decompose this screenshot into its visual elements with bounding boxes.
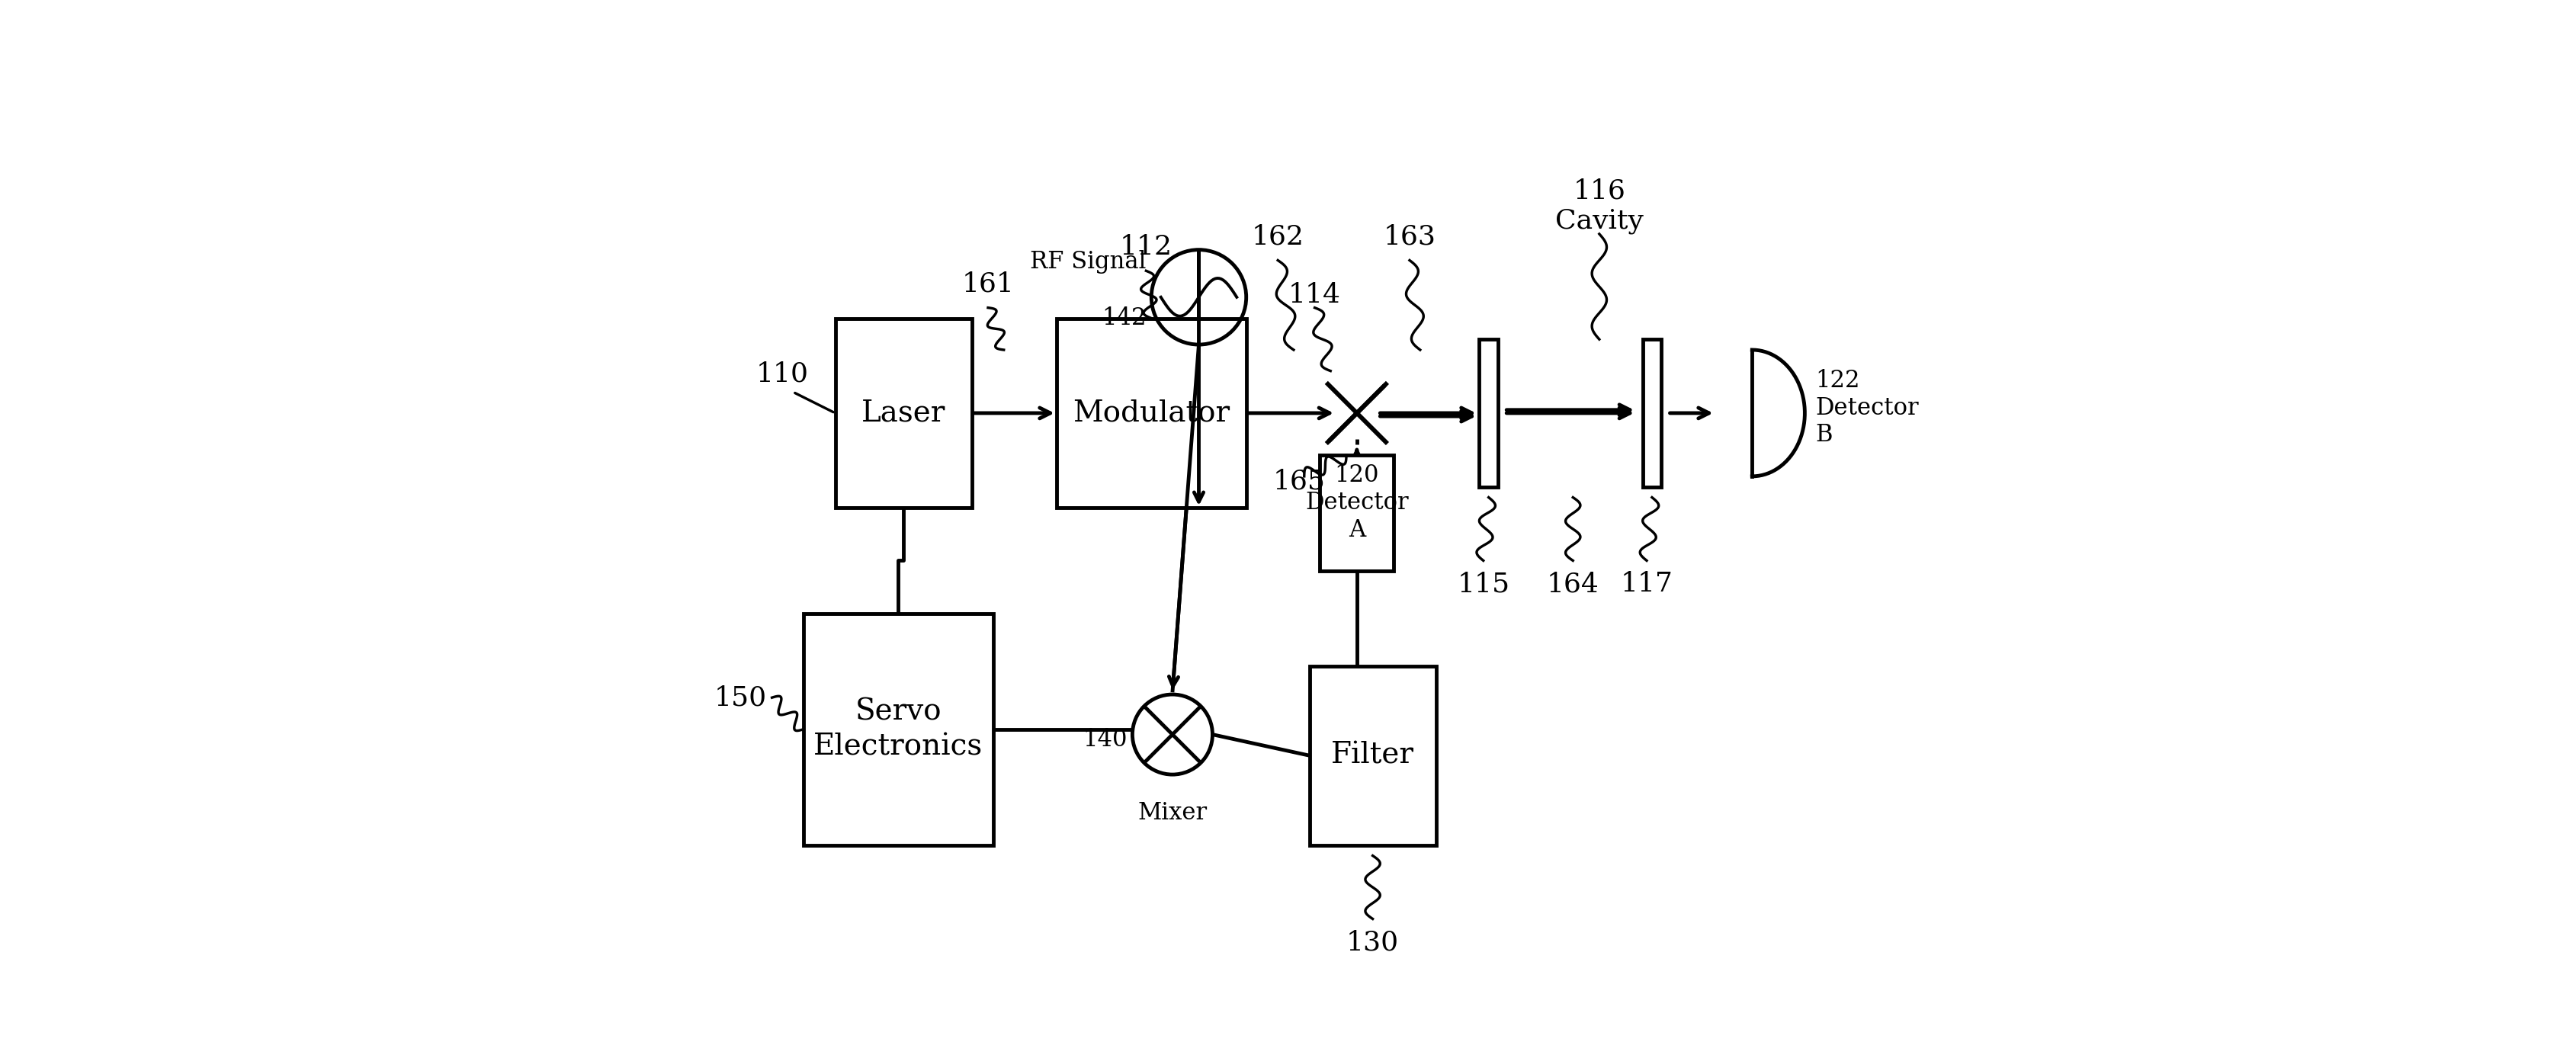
Text: 112: 112	[1121, 235, 1172, 260]
Text: Servo
Electronics: Servo Electronics	[814, 697, 984, 761]
Text: RF Signal: RF Signal	[1030, 250, 1146, 273]
Text: Laser: Laser	[860, 399, 945, 427]
Text: 110: 110	[755, 361, 809, 387]
FancyBboxPatch shape	[835, 318, 971, 508]
Text: 163: 163	[1383, 224, 1435, 250]
Text: 122
Detector
B: 122 Detector B	[1816, 369, 1919, 446]
FancyBboxPatch shape	[804, 614, 992, 845]
FancyBboxPatch shape	[1309, 665, 1435, 845]
Text: 114: 114	[1288, 281, 1340, 308]
Text: 142: 142	[1100, 307, 1146, 330]
FancyBboxPatch shape	[1056, 318, 1247, 508]
Text: Modulator: Modulator	[1072, 399, 1229, 427]
FancyBboxPatch shape	[1319, 455, 1394, 571]
Text: 120
Detector
A: 120 Detector A	[1306, 463, 1409, 542]
Text: 164: 164	[1546, 571, 1600, 597]
Text: 115: 115	[1455, 571, 1510, 597]
Text: 116
Cavity: 116 Cavity	[1556, 178, 1643, 234]
Text: 150: 150	[714, 685, 768, 711]
Text: Mixer: Mixer	[1139, 801, 1206, 824]
Text: 165: 165	[1273, 469, 1324, 494]
Text: 117: 117	[1620, 571, 1672, 597]
Text: 130: 130	[1345, 929, 1399, 955]
FancyBboxPatch shape	[1641, 340, 1662, 487]
Text: 140: 140	[1082, 728, 1126, 751]
FancyBboxPatch shape	[1479, 340, 1497, 487]
Text: 161: 161	[961, 271, 1015, 297]
Text: Filter: Filter	[1332, 742, 1414, 769]
Text: 162: 162	[1252, 224, 1303, 250]
